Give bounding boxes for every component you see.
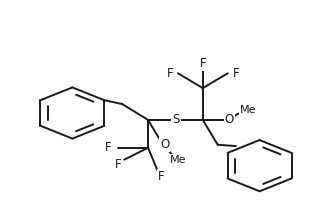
Text: F: F [105, 141, 112, 154]
Text: F: F [114, 158, 121, 171]
Text: O: O [160, 138, 169, 151]
Text: O: O [225, 113, 234, 127]
Text: Me: Me [240, 105, 256, 115]
Text: F: F [166, 67, 173, 80]
Text: F: F [200, 57, 206, 70]
Text: F: F [232, 67, 239, 80]
Text: F: F [158, 170, 165, 183]
Text: S: S [172, 113, 180, 127]
Text: Me: Me [170, 155, 186, 165]
